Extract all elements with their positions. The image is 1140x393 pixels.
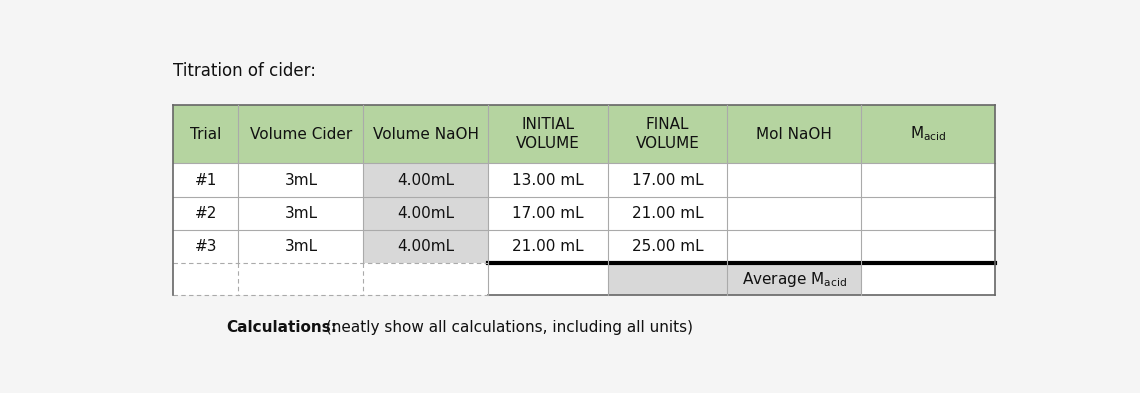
Bar [173,263,238,295]
Text: Volume Cider: Volume Cider [250,127,352,141]
Text: Average M$_{\mathrm{acid}}$: Average M$_{\mathrm{acid}}$ [741,270,846,289]
Bar [173,230,238,263]
Text: 17.00 mL: 17.00 mL [632,173,703,187]
Text: 21.00 mL: 21.00 mL [512,239,584,254]
Text: M$_{\mathrm{acid}}$: M$_{\mathrm{acid}}$ [910,125,946,143]
Text: Calculations:: Calculations: [227,320,337,334]
Text: 25.00 mL: 25.00 mL [632,239,703,254]
Text: #1: #1 [195,173,217,187]
Text: Volume NaOH: Volume NaOH [373,127,479,141]
Text: INITIAL
VOLUME: INITIAL VOLUME [516,117,580,151]
Text: #3: #3 [195,239,217,254]
Text: 4.00mL: 4.00mL [398,173,455,187]
Text: Trial: Trial [190,127,221,141]
Text: 3mL: 3mL [284,173,317,187]
Text: (neatly show all calculations, including all units): (neatly show all calculations, including… [321,320,693,334]
Text: 4.00mL: 4.00mL [398,206,455,221]
Text: FINAL
VOLUME: FINAL VOLUME [635,117,699,151]
Bar [173,163,238,196]
Bar [173,105,238,163]
Text: 3mL: 3mL [284,206,317,221]
Text: 13.00 mL: 13.00 mL [512,173,584,187]
Text: Titration of cider:: Titration of cider: [173,62,317,80]
Text: 17.00 mL: 17.00 mL [512,206,584,221]
Text: #2: #2 [195,206,217,221]
Text: Mol NaOH: Mol NaOH [756,127,832,141]
Text: 3mL: 3mL [284,239,317,254]
Bar [173,196,238,230]
Text: 21.00 mL: 21.00 mL [632,206,703,221]
Text: 4.00mL: 4.00mL [398,239,455,254]
